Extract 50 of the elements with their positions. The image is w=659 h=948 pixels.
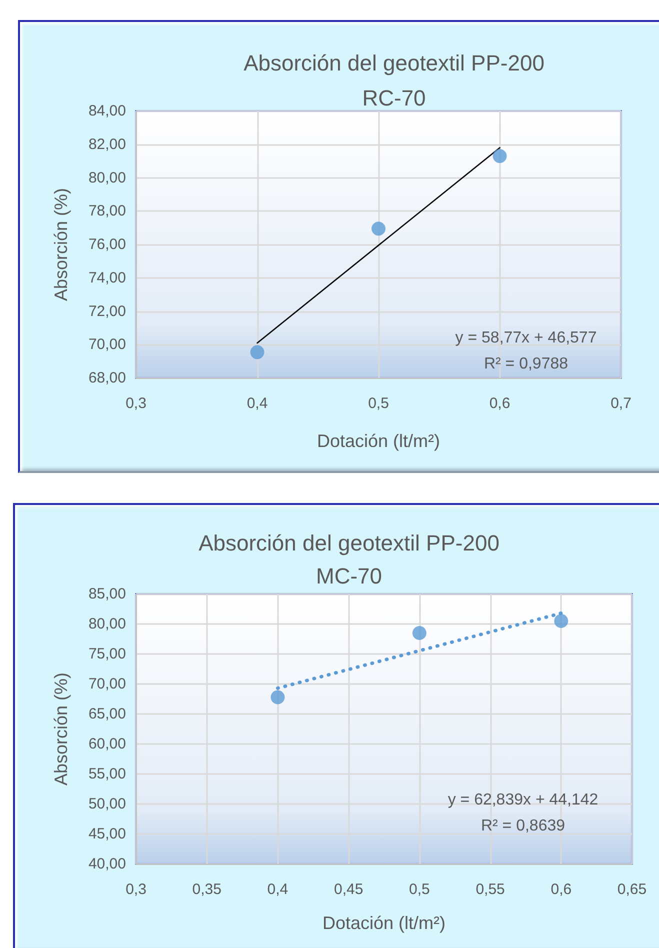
x-axis-title: Dotación (lt/m²)	[322, 913, 446, 933]
chart-subtitle: MC-70	[316, 564, 382, 588]
y-tick-label: 75,00	[88, 646, 126, 662]
y-axis-title: Absorción (%)	[51, 672, 71, 786]
x-tick-label: 0,4	[246, 395, 268, 412]
x-tick-label: 0,45	[334, 881, 364, 898]
chart-title: Absorción del geotextil PP-200	[244, 50, 544, 76]
y-axis-title: Absorción (%)	[51, 188, 71, 302]
chart-title: Absorción del geotextil PP-200	[198, 530, 500, 556]
point	[270, 690, 285, 704]
y-tick-label: 74,00	[88, 269, 126, 286]
x-tick-label: 0,55	[476, 881, 505, 898]
x-tick-label: 0,3	[126, 395, 146, 412]
y-tick-label: 68,00	[88, 370, 126, 386]
x-tick-label: 0,65	[617, 881, 647, 898]
y-tick-label: 80,00	[88, 616, 126, 632]
y-tick-label: 85,00	[88, 586, 126, 602]
annotation: R² = 0,9788	[484, 356, 568, 372]
y-tick-label: 80,00	[88, 169, 126, 186]
x-tick-label: 0,4	[267, 881, 288, 898]
x-tick-label: 0,5	[368, 395, 389, 412]
y-tick-label: 50,00	[88, 796, 126, 812]
x-tick-label: 0,7	[610, 395, 632, 412]
y-tick-label: 55,00	[88, 766, 126, 782]
annotation: y = 62,839x + 44,142	[448, 792, 598, 808]
point	[554, 614, 568, 628]
x-tick-label: 0,5	[409, 881, 430, 898]
point	[412, 626, 426, 640]
chart-subtitle: RC-70	[362, 86, 426, 110]
point	[492, 149, 507, 164]
y-tick-label: 65,00	[88, 706, 126, 722]
annotation: R² = 0,8639	[480, 818, 566, 834]
y-tick-label: 84,00	[88, 102, 126, 120]
annotation: y = 58,77x + 46,577	[455, 330, 597, 346]
y-tick-label: 40,00	[88, 856, 126, 872]
y-tick-label: 45,00	[88, 826, 126, 842]
point	[372, 222, 386, 236]
point	[250, 345, 264, 360]
y-tick-label: 72,00	[88, 302, 126, 320]
x-tick-label: 0,6	[489, 395, 510, 412]
x-tick-label: 0,35	[192, 881, 222, 898]
x-tick-label: 0,6	[550, 881, 572, 898]
y-tick-label: 78,00	[88, 202, 126, 220]
y-tick-label: 70,00	[88, 676, 126, 692]
y-tick-label: 76,00	[88, 236, 126, 253]
y-tick-label: 70,00	[88, 336, 126, 354]
x-tick-label: 0,3	[126, 881, 146, 898]
y-tick-label: 60,00	[88, 736, 126, 752]
x-axis-title: Dotación (lt/m²)	[316, 431, 440, 451]
y-tick-label: 82,00	[88, 136, 126, 153]
